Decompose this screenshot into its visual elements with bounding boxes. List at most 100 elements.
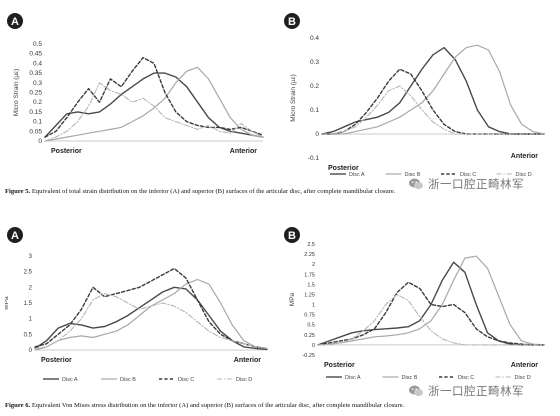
y-axis-label: Micro Strain (µε)	[290, 74, 297, 121]
figure5-caption-label: Figure 5.	[5, 188, 31, 195]
series-line-disc-a	[317, 261, 545, 346]
y-tick-label: 0.2	[33, 99, 42, 106]
series-line-disc-a	[44, 72, 264, 138]
y-tick-label: 0.3	[310, 59, 319, 66]
series-line-disc-c	[321, 68, 545, 135]
series-line-disc-b	[34, 278, 268, 351]
panel-label: A	[11, 230, 19, 242]
legend-item: Disc D	[495, 375, 531, 381]
x-start-label: Posterior	[324, 362, 355, 369]
series-line-disc-c	[34, 267, 268, 350]
y-axis-label: Micro Strain (µε)	[13, 69, 20, 116]
y-tick-label: 0	[315, 131, 319, 138]
wechat-logo-icon	[409, 178, 423, 190]
panel-label-badge: B	[284, 227, 300, 243]
figure6-caption-text: Equivalent Von Mises stress distribution…	[31, 402, 405, 409]
series-line-disc-d	[44, 82, 264, 142]
series-line-disc-b	[44, 66, 264, 142]
y-tick-label: 0.15	[29, 109, 42, 116]
y-tick-label: -0.1	[308, 155, 320, 162]
y-tick-label: 0.25	[29, 90, 42, 97]
y-tick-label: 0	[29, 348, 33, 354]
y-tick-label: 1	[29, 317, 33, 323]
legend-item: Disc B	[101, 377, 136, 383]
legend-label: Disc A	[345, 375, 361, 381]
y-tick-label: 1.5	[24, 301, 33, 307]
y-tick-label: 0.4	[33, 60, 42, 67]
figure6-caption: Figure 6. Equivalent Von Mises stress di…	[5, 402, 557, 410]
y-tick-label: 0.45	[29, 51, 42, 58]
y-tick-label: 0	[38, 138, 42, 145]
legend-label: Disc D	[516, 172, 532, 178]
y-tick-label: 0.75	[304, 313, 315, 319]
series-line-disc-a	[34, 286, 268, 351]
y-tick-label: 0.1	[33, 119, 42, 126]
legend-label: Disc B	[402, 375, 418, 381]
legend-item: Disc A	[43, 377, 78, 383]
x-start-label: Posterior	[51, 148, 82, 155]
y-tick-label: 2	[29, 285, 33, 291]
series-line-disc-c	[317, 281, 545, 346]
figure5-caption: Figure 5. Equivalent of total strain dis…	[5, 188, 557, 196]
legend-item: Disc D	[496, 172, 532, 178]
y-tick-label: 2.5	[24, 270, 33, 276]
y-tick-label: -0.25	[302, 353, 315, 359]
y-tick-label: 0.5	[307, 323, 315, 329]
chart-panel-fig6a: A 0 0.5 1 1.5 2 2.5 3 MPa Posterior Anterior Disc A…	[3, 222, 280, 392]
legend-item: Disc C	[159, 377, 194, 383]
x-start-label: Posterior	[328, 165, 359, 172]
panel-label: B	[288, 16, 296, 28]
panel-label-badge: A	[7, 13, 23, 29]
legend-item: Disc A	[326, 375, 361, 381]
x-start-label: Posterior	[41, 357, 72, 364]
series-line-disc-d	[321, 85, 545, 135]
x-end-label: Anterior	[511, 153, 539, 160]
y-tick-label: 2	[312, 262, 315, 268]
legend-label: Disc C	[458, 375, 474, 381]
legend-label: Disc B	[405, 172, 421, 178]
y-tick-label: 1.75	[304, 272, 315, 278]
legend-label: Disc A	[62, 377, 78, 383]
panel-label: B	[288, 230, 296, 242]
series-line-disc-d	[317, 293, 545, 346]
y-axis-label: MPa	[5, 296, 10, 310]
chart-panel-fig6b: B -0.25 0 0.25 0.5 0.75 1 1.25 1.5 1.75 2 2.25 2.5 MP…	[282, 222, 554, 392]
watermark-text: 浙一口腔正畸林军	[428, 177, 524, 191]
chart-svg-fig6a: A 0 0.5 1 1.5 2 2.5 3 MPa Posterior Anterior Disc A…	[3, 227, 268, 383]
series-line-disc-d	[34, 293, 268, 349]
x-end-label: Anterior	[511, 362, 539, 369]
y-tick-label: 1.5	[307, 282, 315, 288]
y-tick-label: 0.5	[24, 332, 33, 338]
chart-svg-fig6b: B -0.25 0 0.25 0.5 0.75 1 1.25 1.5 1.75 2 2.25 2.5 MP…	[284, 227, 545, 381]
legend-label: Disc A	[349, 172, 365, 178]
y-tick-label: 0.05	[29, 128, 42, 135]
y-tick-label: 0.2	[310, 83, 319, 90]
x-end-label: Anterior	[230, 148, 258, 155]
series-line-disc-c	[44, 56, 264, 138]
y-tick-label: 1	[312, 303, 315, 309]
legend-label: Disc C	[178, 377, 194, 383]
y-tick-label: 0.3	[33, 80, 42, 87]
legend-label: Disc B	[120, 377, 136, 383]
y-tick-label: 0.25	[304, 333, 315, 339]
figure6-caption-label: Figure 6.	[5, 402, 31, 409]
legend-item: Disc B	[385, 172, 421, 178]
y-tick-label: 2.25	[304, 252, 315, 258]
panel-label-badge: B	[284, 13, 300, 29]
panel-label-badge: A	[7, 227, 23, 243]
figure5-caption-text: Equivalent of total strain distribution …	[31, 188, 396, 195]
y-tick-label: 0	[312, 343, 315, 349]
legend-label: Disc D	[515, 375, 531, 381]
legend-item: Disc C	[441, 172, 476, 178]
y-tick-label: 2.5	[307, 242, 315, 248]
legend-label: Disc D	[236, 377, 252, 383]
legend-item: Disc D	[217, 377, 252, 383]
y-tick-label: 3	[29, 254, 33, 260]
y-tick-label: 0.1	[310, 107, 319, 114]
wechat-logo-icon	[409, 385, 423, 397]
chart-svg-fig5a: A 0 0.05 0.1 0.15 0.2 0.25 0.3 0.35 0.4 0.45 0.5 Mic…	[7, 13, 264, 155]
chart-svg-fig5b: B -0.1 0 0.1 0.2 0.3 0.4 Micro Strain (µε) Poste…	[284, 13, 545, 178]
series-line-disc-b	[317, 255, 545, 346]
panel-label: A	[11, 16, 19, 28]
